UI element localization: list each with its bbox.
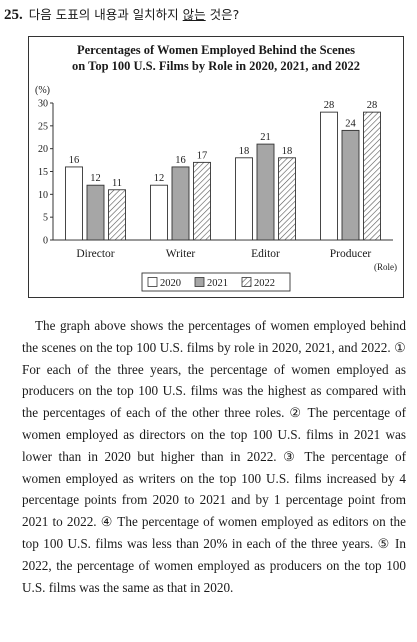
data-label: 11: [112, 178, 122, 189]
bar-writer-2020: [150, 184, 168, 241]
bar-producer-2020: [320, 111, 338, 241]
bar-director-2020: [65, 166, 83, 241]
bar-director-2021: [86, 184, 105, 241]
data-label: 12: [154, 173, 165, 184]
y-axis-unit: (%): [35, 85, 50, 96]
bar-producer-2022: [363, 111, 381, 241]
data-label: 24: [345, 118, 356, 129]
y-tick-label: 30: [38, 99, 48, 110]
data-label: 16: [69, 155, 80, 166]
x-axis-unit: (Role): [374, 262, 397, 272]
chart-box: Percentages of Women Employed Behind the…: [28, 36, 404, 298]
data-label: 28: [367, 100, 378, 111]
legend-swatch: [147, 277, 158, 287]
y-tick-label: 15: [38, 167, 48, 178]
question-text-after: 것은?: [205, 7, 240, 22]
bar-editor-2020: [235, 157, 253, 241]
question-header: 25. 다음 도표의 내용과 일치하지 않는 것은?: [4, 4, 414, 26]
data-label: 21: [260, 132, 271, 143]
bar-chart: Percentages of Women Employed Behind the…: [35, 43, 397, 292]
data-label: 16: [175, 155, 186, 166]
legend-label: 2021: [207, 278, 228, 289]
bar-writer-2021: [171, 166, 190, 241]
bar-writer-2022: [193, 161, 211, 241]
y-tick-label: 10: [38, 190, 48, 201]
data-label: 18: [282, 146, 293, 157]
bar-editor-2021: [256, 143, 275, 241]
y-tick-label: 0: [43, 236, 48, 247]
chart-title-line2: on Top 100 U.S. Films by Role in 2020, 2…: [72, 59, 360, 73]
legend-swatch: [241, 277, 252, 287]
bar-editor-2022: [278, 157, 296, 241]
legend-label: 2022: [254, 278, 275, 289]
legend-box: [141, 272, 291, 292]
legend-swatch: [194, 277, 205, 287]
bar-director-2022: [108, 189, 126, 241]
y-tick-label: 25: [38, 121, 48, 132]
passage-text: The graph above shows the percentages of…: [22, 318, 406, 595]
data-label: 28: [324, 100, 335, 111]
data-label: 17: [197, 150, 208, 161]
passage: The graph above shows the percentages of…: [22, 315, 406, 598]
question-text-underlined: 않는: [182, 7, 206, 22]
bar-producer-2021: [341, 129, 360, 241]
chart-title-line1: Percentages of Women Employed Behind the…: [77, 43, 355, 57]
data-label: 18: [239, 146, 250, 157]
question-text-before: 다음 도표의 내용과 일치하지: [28, 7, 183, 22]
category-label: Writer: [166, 248, 196, 260]
category-label: Editor: [251, 248, 280, 260]
legend-label: 2020: [160, 278, 181, 289]
category-label: Director: [76, 248, 114, 260]
y-tick-label: 5: [43, 213, 48, 224]
data-label: 12: [90, 173, 101, 184]
question-number: 25.: [4, 7, 23, 23]
y-tick-label: 20: [38, 144, 48, 155]
category-label: Producer: [330, 248, 372, 260]
question-text: 다음 도표의 내용과 일치하지 않는 것은?: [29, 7, 240, 22]
